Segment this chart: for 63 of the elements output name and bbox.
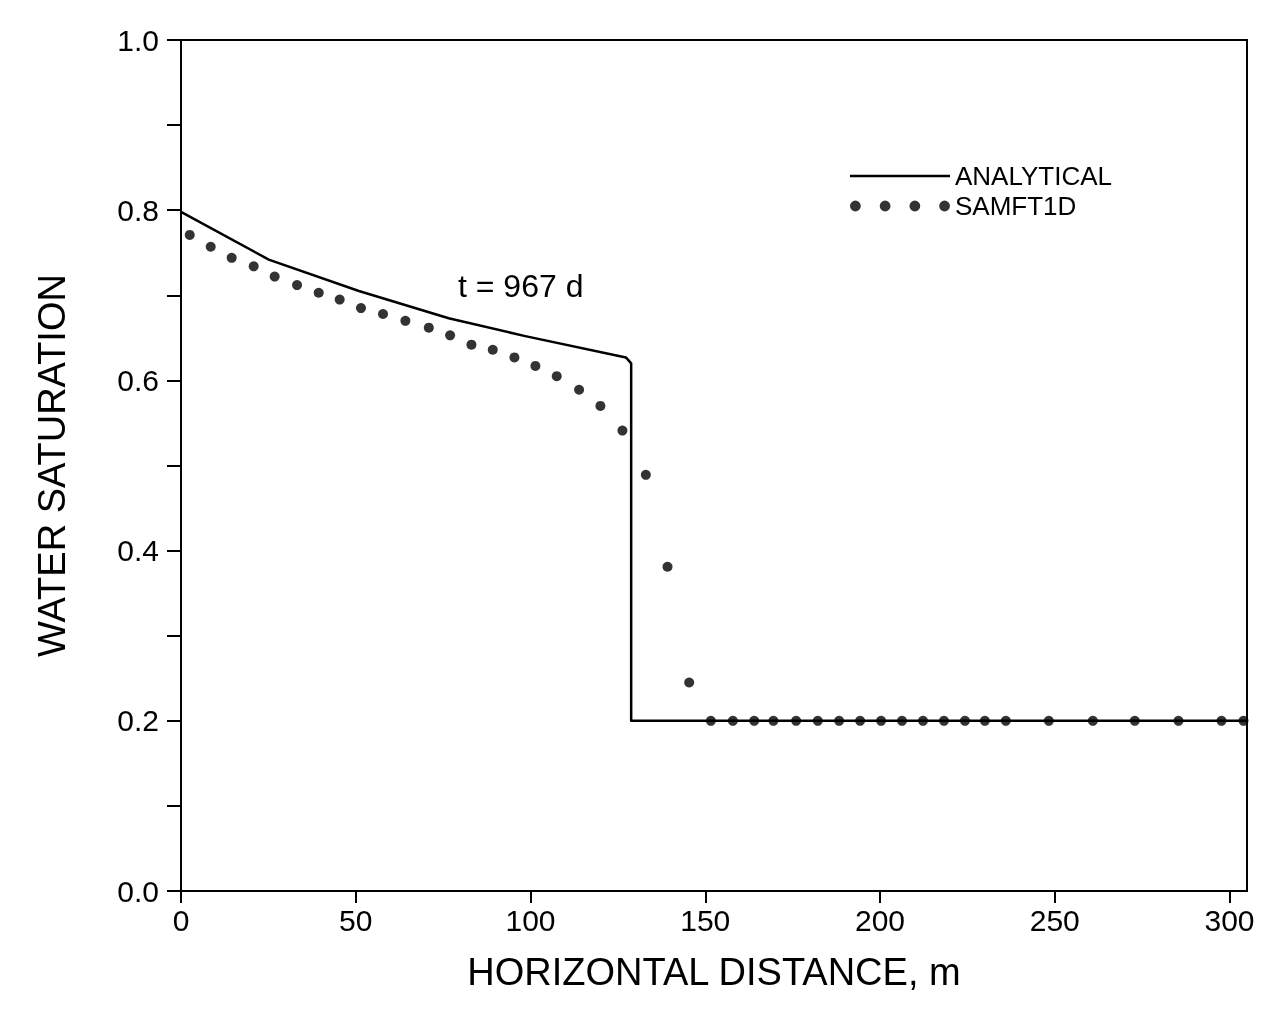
y-tick-label: 0.2 [117,704,159,738]
point [269,271,280,282]
point [727,715,738,726]
x-tick-label: 100 [505,903,556,937]
point [1087,715,1098,726]
point [509,352,520,363]
y-axis-title: WATER SATURATION [31,274,73,657]
point [248,261,259,272]
legend-label: ANALYTICAL [954,161,1112,191]
point [791,715,802,726]
point [313,287,324,298]
point [662,561,673,572]
point [184,229,195,240]
point [640,469,651,480]
point [834,715,845,726]
point [855,715,866,726]
point [356,303,366,314]
annotation: t = 967 d [458,268,584,304]
point [530,360,541,371]
point [749,715,760,726]
point [466,339,477,350]
point [876,715,887,726]
point [400,315,411,326]
point [1238,715,1249,726]
point [551,371,562,382]
x-tick-label: 200 [854,903,906,937]
point [1000,715,1011,726]
point [1216,715,1227,726]
point [959,715,970,726]
legend-label: SAMFT1D [954,191,1077,221]
point [574,384,585,395]
point [705,715,716,726]
point [1173,715,1184,726]
x-tick-label: 0 [172,903,190,937]
y-tick-label: 0.6 [117,363,159,397]
point [423,322,434,333]
point [205,241,216,252]
x-tick-label: 250 [1029,903,1080,937]
point [812,715,823,726]
point [684,677,695,688]
point [979,715,990,726]
x-tick-label: 50 [339,903,373,937]
y-tick-label: 0.8 [117,193,159,227]
point [445,330,456,341]
point [487,344,498,355]
point [617,425,628,436]
point [292,280,303,291]
x-tick-label: 150 [680,903,731,937]
point [1129,715,1140,726]
point [918,715,929,726]
x-tick-label: 300 [1204,903,1255,937]
point [938,715,949,726]
point [226,252,237,263]
point [378,309,389,320]
y-tick-label: 0.0 [117,874,159,908]
point [334,294,345,305]
y-tick-label: 1.0 [117,23,159,57]
point [897,715,908,726]
point [595,400,606,411]
y-tick-label: 0.4 [117,534,159,568]
point [768,715,779,726]
x-axis-title: HORIZONTAL DISTANCE, m [467,951,961,993]
point [1043,715,1054,726]
